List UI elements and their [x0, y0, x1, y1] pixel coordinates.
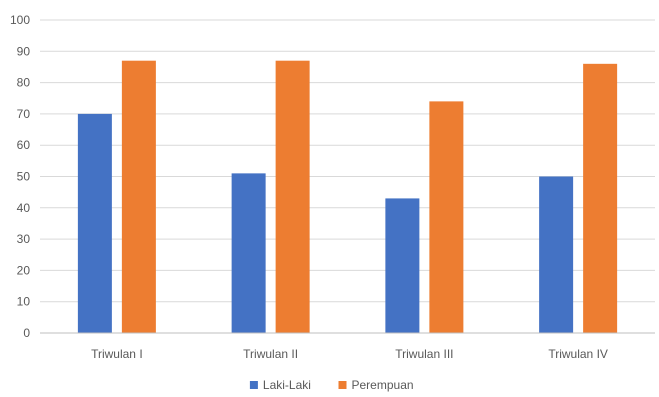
bar-perempuan-3	[429, 101, 464, 333]
bar-perempuan-4	[583, 63, 618, 333]
legend-swatch	[249, 381, 258, 389]
bar-perempuan-2	[275, 60, 310, 333]
y-tick-label: 70	[17, 107, 31, 121]
y-tick-label: 20	[17, 263, 31, 277]
legend-label: Laki-Laki	[263, 378, 311, 392]
bar-laki-laki-4	[539, 176, 574, 333]
y-tick-label: 40	[17, 201, 31, 215]
y-tick-label: 0	[23, 326, 30, 340]
legend: Laki-Laki Perempuan	[249, 378, 414, 392]
legend-swatch	[338, 381, 347, 389]
bar-perempuan-1	[121, 60, 156, 333]
x-category-label: Triwulan II	[243, 347, 298, 361]
y-tick-label: 10	[17, 295, 31, 309]
x-axis-categories: Triwulan I Triwulan II Triwulan III Triwula…	[91, 347, 608, 361]
x-category-label: Triwulan I	[91, 347, 143, 361]
y-tick-label: 50	[17, 170, 31, 184]
y-axis-ticks: 0 10 20 30 40 50 60 70 80 90 100	[10, 13, 30, 340]
y-tick-label: 30	[17, 232, 31, 246]
bars	[77, 60, 618, 334]
y-tick-label: 90	[17, 44, 31, 58]
y-tick-label: 100	[10, 13, 30, 27]
x-category-label: Triwulan IV	[548, 347, 608, 361]
bar-laki-laki-3	[385, 198, 420, 333]
bar-laki-laki-2	[231, 173, 266, 333]
y-tick-label: 60	[17, 138, 31, 152]
x-category-label: Triwulan III	[395, 347, 453, 361]
y-tick-label: 80	[17, 76, 31, 90]
legend-label: Perempuan	[352, 378, 414, 392]
bar-laki-laki-1	[77, 113, 112, 334]
